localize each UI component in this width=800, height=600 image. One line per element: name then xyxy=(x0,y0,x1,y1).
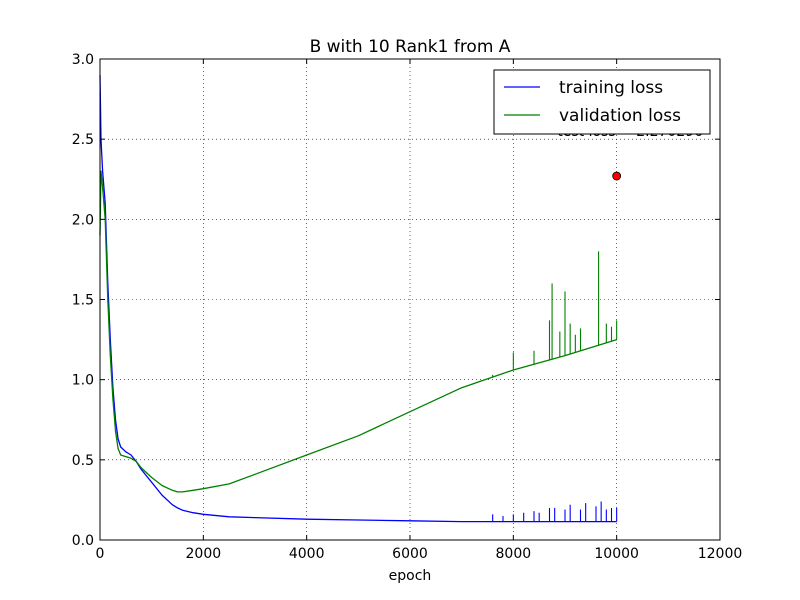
grid-lines xyxy=(100,59,720,540)
legend-box xyxy=(493,69,711,135)
x-tick-label: 12000 xyxy=(698,546,743,562)
y-tick-label: 0.0 xyxy=(72,533,94,549)
chart-title: B with 10 Rank1 from A xyxy=(310,37,511,57)
x-tick-label: 2000 xyxy=(186,546,222,562)
x-tick-label: 0 xyxy=(96,546,105,562)
test-points xyxy=(612,171,622,181)
x-tick-label: 6000 xyxy=(392,546,428,562)
y-tick-label: 2.5 xyxy=(72,132,94,148)
series-line-training-loss xyxy=(99,74,617,523)
x-axis-label: epoch xyxy=(389,568,432,584)
x-tick-label: 4000 xyxy=(289,546,325,562)
y-tick-label: 1.5 xyxy=(72,293,94,309)
y-tick-label: 2.0 xyxy=(72,212,94,228)
series-lines xyxy=(99,74,618,523)
axis-ticks: 0 2000 4000 6000 8000 10000 12000 0.0 0.5 1.0 1.5 2… xyxy=(72,52,743,562)
y-tick-label: 0.5 xyxy=(72,453,94,469)
y-tick-label: 3.0 xyxy=(72,52,94,68)
x-tick-label: 8000 xyxy=(496,546,532,562)
legend: training loss validation loss xyxy=(493,69,711,135)
legend-label-training-loss: training loss xyxy=(559,78,663,98)
series-line-validation-loss xyxy=(99,170,617,493)
test-loss-marker xyxy=(612,171,622,181)
y-tick-label: 1.0 xyxy=(72,373,94,389)
x-tick-label: 10000 xyxy=(594,546,639,562)
legend-label-validation-loss: validation loss xyxy=(559,106,681,126)
